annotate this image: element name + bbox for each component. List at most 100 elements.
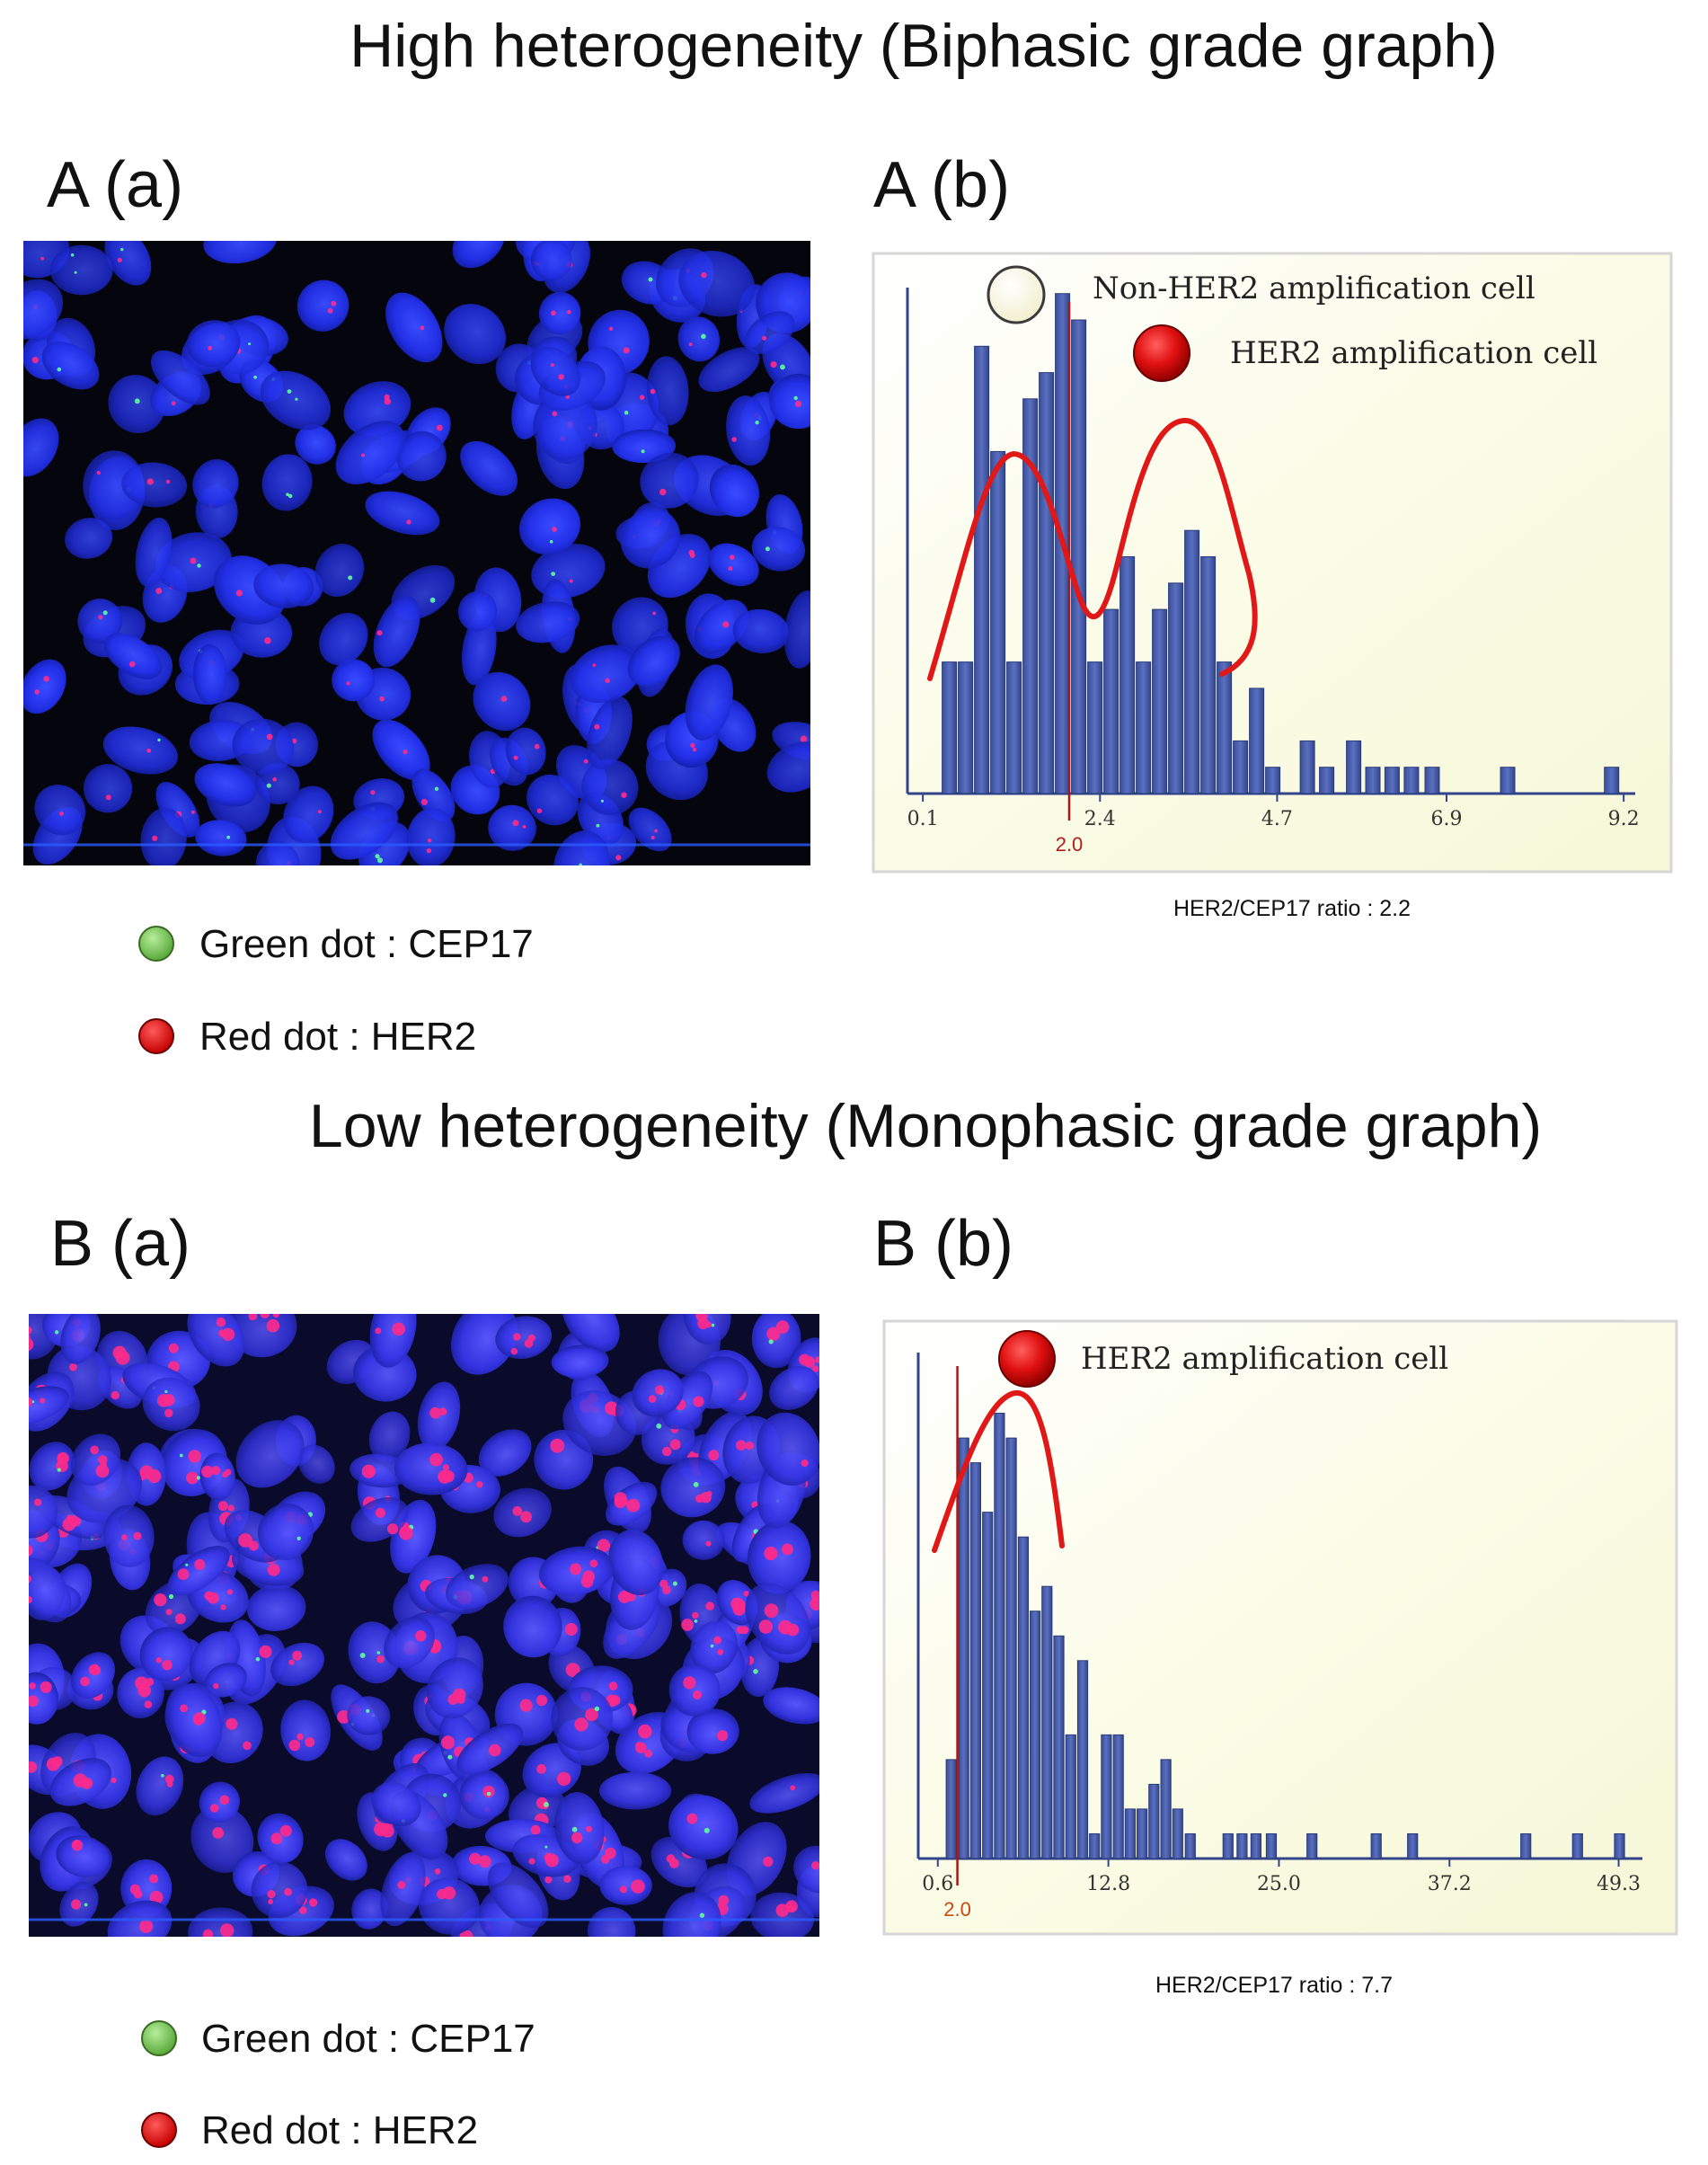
her2-signal bbox=[686, 1813, 698, 1824]
her2-signal bbox=[510, 1347, 518, 1355]
her2-signal bbox=[270, 1832, 283, 1845]
her2-signal bbox=[403, 750, 408, 755]
histogram-bar bbox=[1101, 1734, 1112, 1859]
histogram-bar bbox=[1087, 661, 1103, 794]
her2-signal bbox=[80, 1676, 90, 1687]
cep17-signal bbox=[710, 1644, 714, 1648]
her2-signal bbox=[415, 1630, 427, 1642]
her2-signal bbox=[227, 1504, 235, 1512]
nucleus bbox=[195, 820, 247, 856]
her2-signal bbox=[92, 1664, 99, 1672]
nucleus bbox=[65, 518, 113, 559]
nucleus bbox=[251, 1861, 308, 1919]
green-dot-icon-b bbox=[141, 2020, 177, 2056]
x-tick-label: 49.3 bbox=[1597, 1873, 1641, 1895]
her2-signal bbox=[453, 1688, 466, 1702]
her2-signal bbox=[722, 621, 730, 628]
cep17-signal bbox=[819, 1881, 822, 1884]
her2-signal bbox=[662, 1585, 671, 1594]
histogram-bar bbox=[1184, 1833, 1196, 1859]
her2-signal bbox=[552, 411, 558, 417]
histogram-bar bbox=[1137, 1808, 1148, 1859]
her2-signal bbox=[594, 723, 600, 730]
nucleus bbox=[190, 1805, 254, 1873]
her2-signal bbox=[267, 1564, 280, 1576]
her2-signal bbox=[522, 825, 527, 829]
nucleus bbox=[380, 1852, 426, 1927]
her2-signal bbox=[248, 1540, 259, 1551]
her2-signal bbox=[220, 1923, 235, 1937]
her2-signal bbox=[40, 1397, 46, 1404]
nucleus bbox=[505, 727, 546, 776]
nucleus bbox=[261, 454, 313, 511]
histogram-bar bbox=[1424, 767, 1440, 794]
her2-signal bbox=[586, 1825, 592, 1832]
her2-signal bbox=[550, 1438, 565, 1453]
her2-signal bbox=[597, 1539, 611, 1552]
nucleus bbox=[192, 643, 227, 705]
cep17-signal bbox=[551, 572, 555, 576]
nucleus bbox=[627, 635, 680, 687]
cep17-signal bbox=[641, 449, 645, 454]
her2-signal bbox=[688, 342, 693, 347]
her2-signal bbox=[29, 1695, 39, 1708]
her2-signal bbox=[264, 637, 271, 644]
her2-signal bbox=[441, 1735, 456, 1750]
cep17-signal bbox=[434, 786, 439, 791]
her2-signal bbox=[29, 1545, 33, 1557]
her2-signal bbox=[90, 1445, 100, 1455]
her2-signal bbox=[331, 300, 337, 306]
histogram-bar bbox=[1403, 767, 1420, 794]
cep17-signal bbox=[594, 1706, 600, 1712]
histogram-bar bbox=[1250, 1833, 1262, 1859]
her2-signal bbox=[669, 1859, 679, 1868]
her2-signal bbox=[288, 1739, 301, 1752]
her2-signal bbox=[564, 1623, 578, 1636]
nucleus bbox=[255, 840, 301, 865]
her2-signal bbox=[573, 873, 578, 877]
histogram-bar bbox=[1006, 661, 1022, 794]
her2-signal bbox=[608, 326, 614, 332]
her2-signal bbox=[800, 735, 808, 743]
nucleus bbox=[698, 347, 760, 393]
cep17-signal bbox=[765, 546, 770, 552]
her2-signal bbox=[811, 1861, 819, 1870]
her2-signal bbox=[368, 1468, 376, 1476]
her2-signal bbox=[592, 663, 597, 668]
her2-signal bbox=[376, 1655, 385, 1664]
her2-signal bbox=[713, 1636, 721, 1645]
nucleus bbox=[155, 781, 200, 838]
cep17-signal bbox=[375, 854, 380, 859]
nucleus bbox=[612, 429, 677, 464]
histogram-bar bbox=[1136, 661, 1152, 794]
her2-signal bbox=[59, 812, 64, 816]
nucleus bbox=[396, 430, 447, 482]
her2-signal bbox=[794, 400, 802, 407]
her2-signal bbox=[128, 661, 136, 668]
cep17-signal bbox=[544, 1802, 549, 1807]
non-amplification-cell-marker bbox=[987, 265, 1046, 324]
x-tick-label: 2.4 bbox=[1084, 808, 1116, 830]
her2-signal bbox=[296, 1733, 304, 1741]
her2-signal bbox=[730, 555, 735, 560]
her2-signal bbox=[810, 1597, 819, 1610]
cep17-signal bbox=[780, 364, 785, 370]
nucleus bbox=[135, 517, 173, 588]
histogram-bar bbox=[1172, 1808, 1183, 1859]
her2-signal bbox=[810, 1590, 819, 1601]
her2-signal bbox=[801, 1459, 809, 1468]
her2-signal bbox=[375, 1507, 385, 1518]
cep17-signal bbox=[348, 575, 353, 581]
histogram-a-threshold-label: 2.0 bbox=[1056, 833, 1084, 856]
her2-signal bbox=[434, 1868, 441, 1875]
her2-signal bbox=[193, 1712, 206, 1725]
her2-signal bbox=[693, 1396, 704, 1407]
nucleus bbox=[384, 1617, 435, 1669]
cep17-signal bbox=[296, 1536, 301, 1541]
her2-signal bbox=[621, 792, 627, 798]
her2-signal bbox=[381, 1824, 394, 1838]
her2-signal bbox=[327, 307, 333, 314]
nucleus bbox=[385, 292, 443, 363]
her2-signal bbox=[154, 1593, 167, 1607]
cep17-signal bbox=[693, 1482, 699, 1487]
